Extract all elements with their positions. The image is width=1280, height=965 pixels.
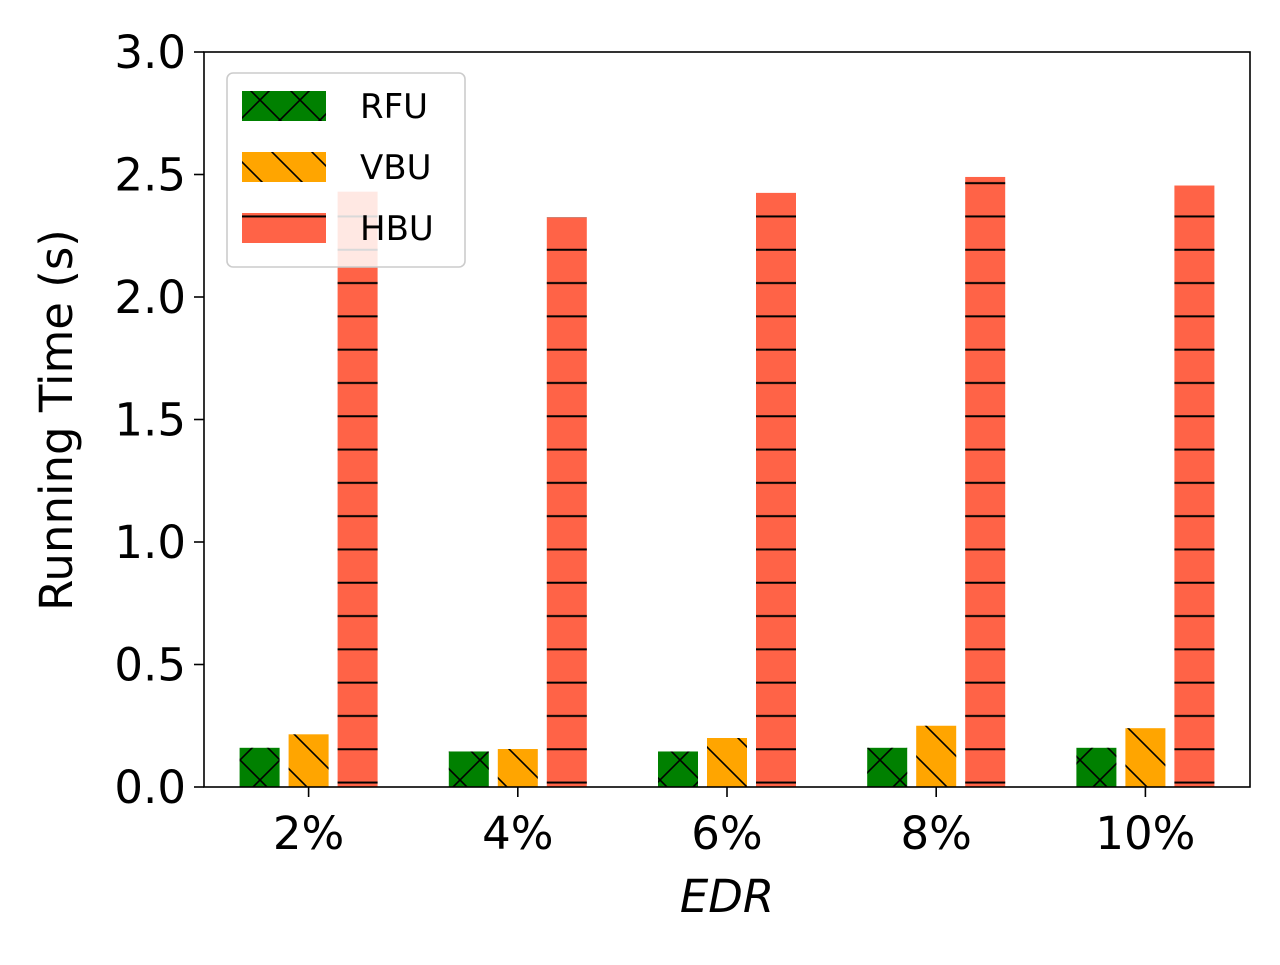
bar-hatch-rfu-3 — [867, 747, 908, 787]
bar-hatch-hbu-4 — [1174, 185, 1215, 787]
legend-swatch-hatch-rfu — [242, 91, 326, 121]
y-axis-label: Running Time (s) — [30, 229, 83, 611]
bar-hatch-hbu-1 — [546, 217, 587, 787]
bar-hatch-hbu-2 — [756, 192, 796, 787]
legend-swatch-hatch-hbu — [242, 213, 326, 243]
legend-label-vbu: VBU — [360, 148, 431, 188]
bar-hatch-vbu-2 — [707, 738, 747, 787]
bar-hatch-hbu-3 — [965, 176, 1006, 787]
x-tick-label: 8% — [901, 807, 972, 860]
y-tick-label: 2.5 — [114, 149, 186, 202]
y-tick-label: 3.0 — [114, 26, 186, 79]
y-axis: 0.0 0.5 1.0 1.5 2.0 2.5 3.0 — [114, 26, 204, 814]
bar-hatch-rfu-4 — [1076, 747, 1117, 787]
bar-hatch-rfu-0 — [239, 747, 280, 787]
bar-hatch-vbu-3 — [916, 725, 957, 787]
x-tick-label: 6% — [691, 807, 762, 860]
bar-hatch-rfu-2 — [658, 751, 698, 787]
x-tick-label: 10% — [1095, 807, 1195, 860]
legend-items: RFU VBU HBU — [242, 87, 434, 249]
y-tick-label: 0.0 — [114, 761, 186, 814]
bar-hatch-hbu-0 — [337, 191, 378, 787]
legend: RFU VBU HBU — [226, 72, 466, 268]
bar-hatch-vbu-1 — [497, 749, 538, 787]
x-axis: 2% 4% 6% 8% 10% — [273, 787, 1195, 860]
y-tick-label: 0.5 — [114, 639, 186, 692]
y-tick-label: 2.0 — [114, 271, 186, 324]
legend-label-rfu: RFU — [360, 87, 428, 127]
y-tick-label: 1.5 — [114, 394, 186, 447]
bars-layer — [239, 176, 1215, 787]
y-tick-label: 1.0 — [114, 516, 186, 569]
x-tick-label: 2% — [273, 807, 344, 860]
legend-label-hbu: HBU — [360, 209, 434, 249]
x-axis-label: EDR — [680, 870, 774, 923]
x-tick-label: 4% — [482, 807, 553, 860]
bar-hatch-rfu-1 — [448, 751, 489, 787]
bar-hatch-vbu-0 — [288, 734, 329, 787]
bar-hatch-vbu-4 — [1125, 728, 1166, 787]
legend-swatch-hatch-vbu — [242, 152, 326, 182]
